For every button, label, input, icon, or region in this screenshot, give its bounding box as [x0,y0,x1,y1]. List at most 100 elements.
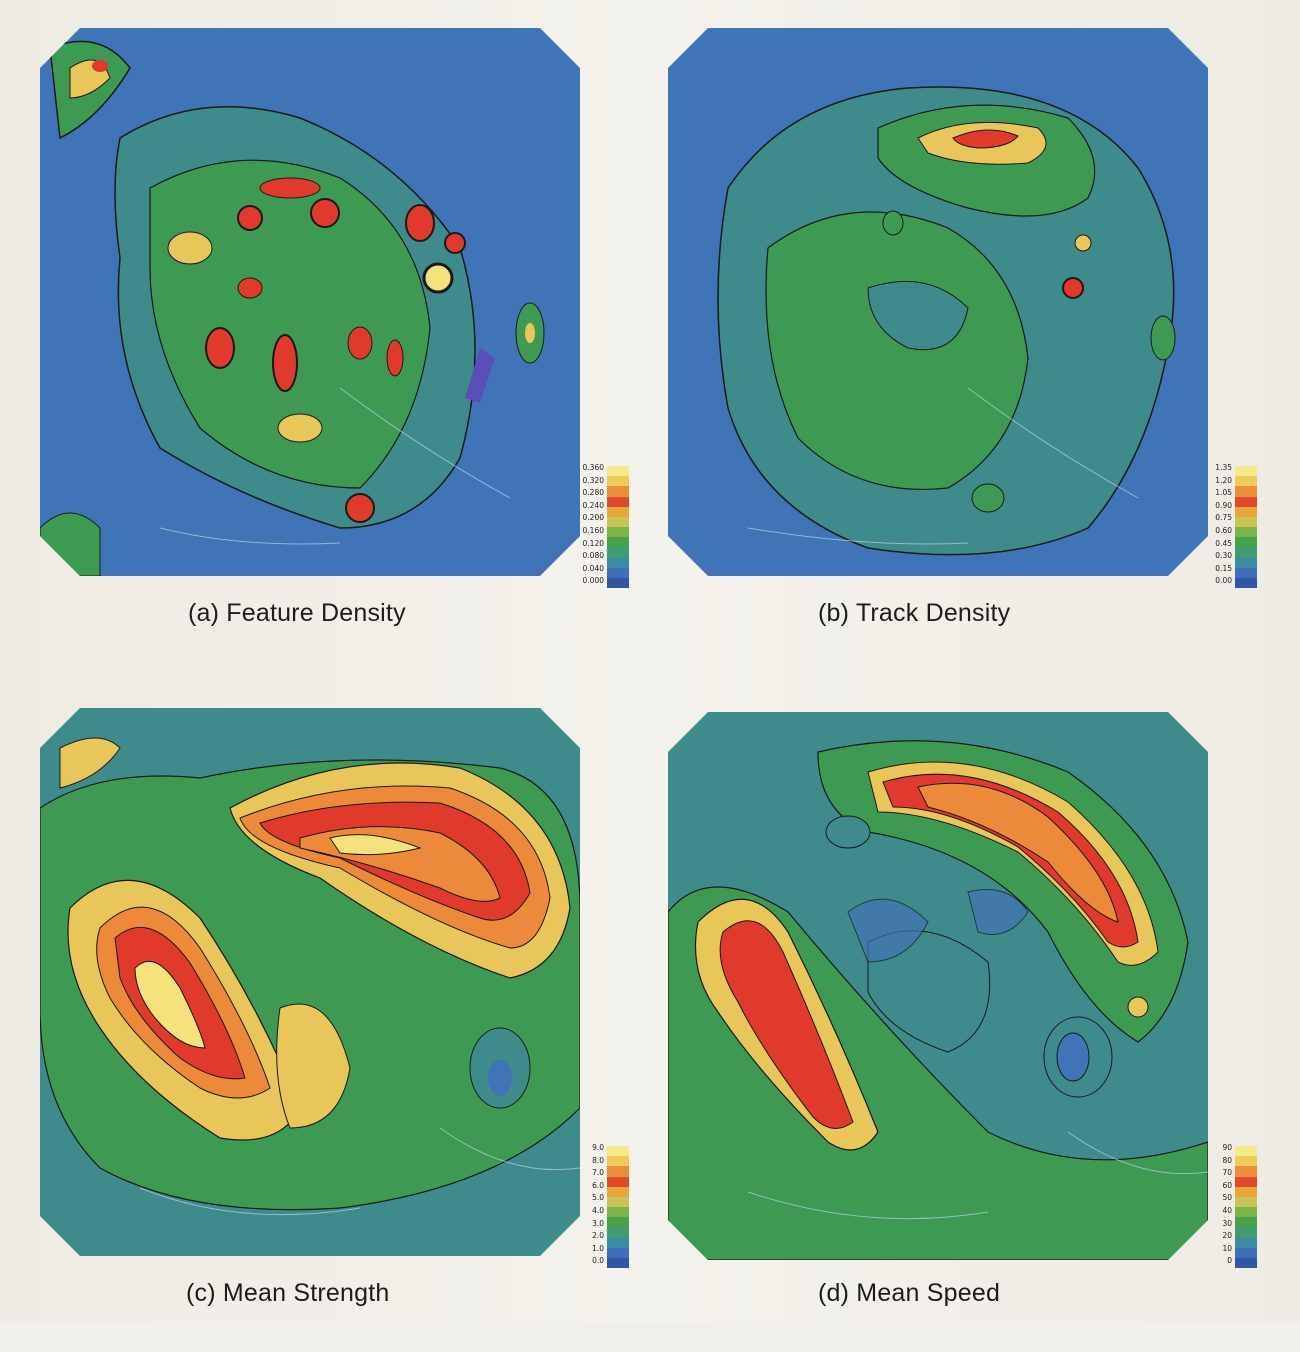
caption-mean-speed: (d) Mean Speed [818,1279,1001,1307]
legend-mean-speed: 90 80 70 60 50 40 30 20 10 0 [1198,1144,1262,1270]
caption-feature-density: (a) Feature Density [188,599,406,627]
legend-label: 80 [1222,1155,1232,1165]
legend-swatch [1235,476,1257,487]
legend-label: 30 [1222,1218,1232,1228]
legend-label: 0.00 [1215,576,1232,586]
legend-label: 90 [1222,1143,1232,1152]
legend-swatch [607,486,629,497]
legend-feature-density: 0.360 0.320 0.280 0.240 0.200 0.160 0.12… [570,464,634,590]
legend-swatch [1235,1257,1257,1269]
legend-label: 8.0 [592,1155,604,1165]
legend-swatch [1235,1156,1257,1167]
legend-swatch [1235,516,1257,528]
legend-swatch [607,506,629,518]
panel-track-density: 1.35 1.20 1.05 0.90 0.75 0.60 0.45 0.30 … [668,28,1288,668]
legend-label: 0.080 [582,551,604,561]
legend-swatch [1235,567,1257,579]
legend-swatch [607,1227,629,1238]
map-feature-density [40,28,580,576]
legend-label: 10 [1222,1243,1232,1253]
legend-swatch [607,466,629,477]
legend-swatch [1235,547,1257,558]
legend-label: 2.0 [592,1231,604,1241]
legend-label: 0 [1227,1256,1232,1266]
legend-swatch [607,1146,629,1157]
legend-swatch [1235,1217,1257,1228]
legend-swatch [1235,557,1257,569]
legend-swatch [607,1196,629,1208]
legend-color-bar [1235,466,1257,589]
panel-mean-speed: 90 80 70 60 50 40 30 20 10 0 (d) Mean Sp… [668,712,1288,1352]
legend-label: 3.0 [592,1218,604,1228]
legend-label: 0.0 [592,1256,604,1266]
legend-swatch [1235,527,1257,538]
legend-label: 6.0 [592,1180,604,1190]
legend-swatch [1235,1146,1257,1157]
legend-label: 0.75 [1215,513,1232,523]
map-mean-strength [40,708,580,1256]
legend-track-density: 1.35 1.20 1.05 0.90 0.75 0.60 0.45 0.30 … [1198,464,1262,590]
caption-mean-strength: (c) Mean Strength [186,1279,390,1307]
legend-label: 0.000 [582,576,604,586]
legend-swatch [607,1217,629,1228]
legend-swatch [1235,486,1257,497]
legend-swatch [607,567,629,579]
legend-swatch [1235,506,1257,518]
legend-swatch [607,547,629,558]
legend-swatch [607,527,629,538]
legend-label: 0.040 [582,563,604,573]
legend-label: 0.15 [1215,563,1232,573]
legend-label: 0.320 [582,475,604,485]
legend-swatch [607,1257,629,1269]
legend-label: 9.0 [592,1143,604,1152]
legend-mean-strength: 9.0 8.0 7.0 6.0 5.0 4.0 3.0 2.0 1.0 0.0 [570,1144,634,1270]
legend-swatch [1235,537,1257,548]
legend-swatch [1235,1237,1257,1249]
legend-color-bar [1235,1146,1257,1269]
legend-swatch [1235,1166,1257,1177]
panel-feature-density: 0.360 0.320 0.280 0.240 0.200 0.160 0.12… [40,28,660,668]
legend-label: 0.45 [1215,538,1232,548]
legend-label: 1.05 [1215,488,1232,498]
map-mean-speed [668,712,1208,1260]
legend-swatch [607,516,629,528]
legend-swatch [1235,1227,1257,1238]
legend-label: 0.280 [582,488,604,498]
legend-swatch [607,1237,629,1249]
legend-label: 0.90 [1215,500,1232,510]
legend-label: 60 [1222,1180,1232,1190]
legend-swatch [1235,496,1257,508]
legend-swatch [1235,466,1257,477]
legend-label: 0.240 [582,500,604,510]
legend-label: 50 [1222,1193,1232,1203]
legend-label: 0.360 [582,463,604,472]
panel-mean-strength: 9.0 8.0 7.0 6.0 5.0 4.0 3.0 2.0 1.0 0.0 … [40,708,660,1348]
legend-swatch [1235,1207,1257,1218]
legend-label: 20 [1222,1231,1232,1241]
legend-swatch [607,1247,629,1259]
legend-label: 40 [1222,1206,1232,1215]
legend-swatch [1235,1247,1257,1259]
caption-track-density: (b) Track Density [818,599,1011,627]
legend-swatch [607,1186,629,1198]
legend-swatch [1235,1196,1257,1208]
map-track-density [668,28,1208,576]
legend-swatch [607,476,629,487]
legend-swatch [607,537,629,548]
legend-swatch [607,1207,629,1218]
legend-swatch [607,557,629,569]
legend-swatch [607,1176,629,1188]
legend-color-bar [607,466,629,589]
legend-swatch [607,577,629,589]
legend-color-bar [607,1146,629,1269]
legend-label: 5.0 [592,1193,604,1203]
legend-label: 0.120 [582,538,604,548]
legend-label: 0.60 [1215,526,1232,535]
legend-label: 0.200 [582,513,604,523]
legend-label: 4.0 [592,1206,604,1215]
legend-swatch [607,1166,629,1177]
legend-swatch [1235,1186,1257,1198]
legend-label: 1.0 [592,1243,604,1253]
legend-label: 0.160 [582,526,604,535]
legend-swatch [1235,577,1257,589]
